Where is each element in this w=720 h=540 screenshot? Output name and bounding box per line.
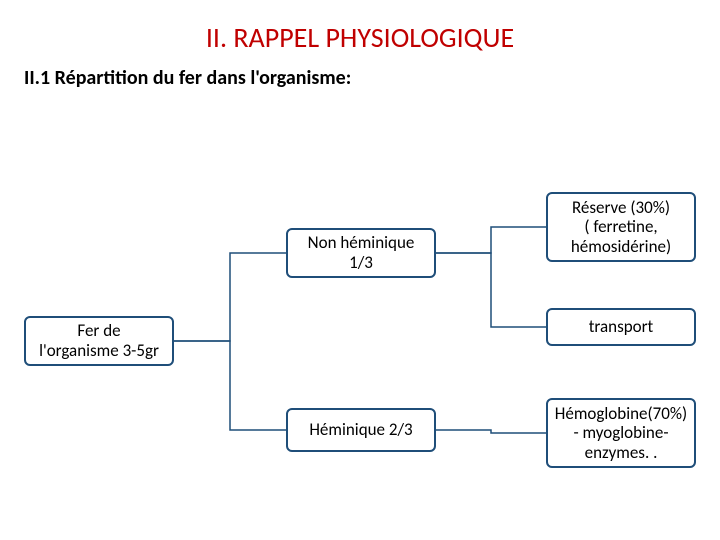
diagram-node-hem: Héminique 2/3 [286,408,436,452]
diagram-node-hemo: Hémoglobine(70%) - myoglobine- enzymes. … [546,398,696,468]
edge-root-nonhem [174,253,286,341]
diagram-node-transport: transport [546,308,696,346]
edge-nonhem-reserve [436,227,546,253]
page-title: II. RAPPEL PHYSIOLOGIQUE [0,20,720,55]
diagram-node-reserve: Réserve (30%) ( ferretine, hémosidérine) [546,192,696,262]
edge-nonhem-transport [436,253,546,327]
slide: II. RAPPEL PHYSIOLOGIQUE II.1 Répartitio… [0,0,720,540]
diagram-node-root: Fer de l'organisme 3-5gr [24,316,174,366]
edge-hem-hemo [436,430,546,433]
diagram-node-nonhem: Non héminique 1/3 [286,228,436,278]
edge-root-hem [174,341,286,430]
page-subtitle: II.1 Répartition du fer dans l'organisme… [24,66,351,90]
